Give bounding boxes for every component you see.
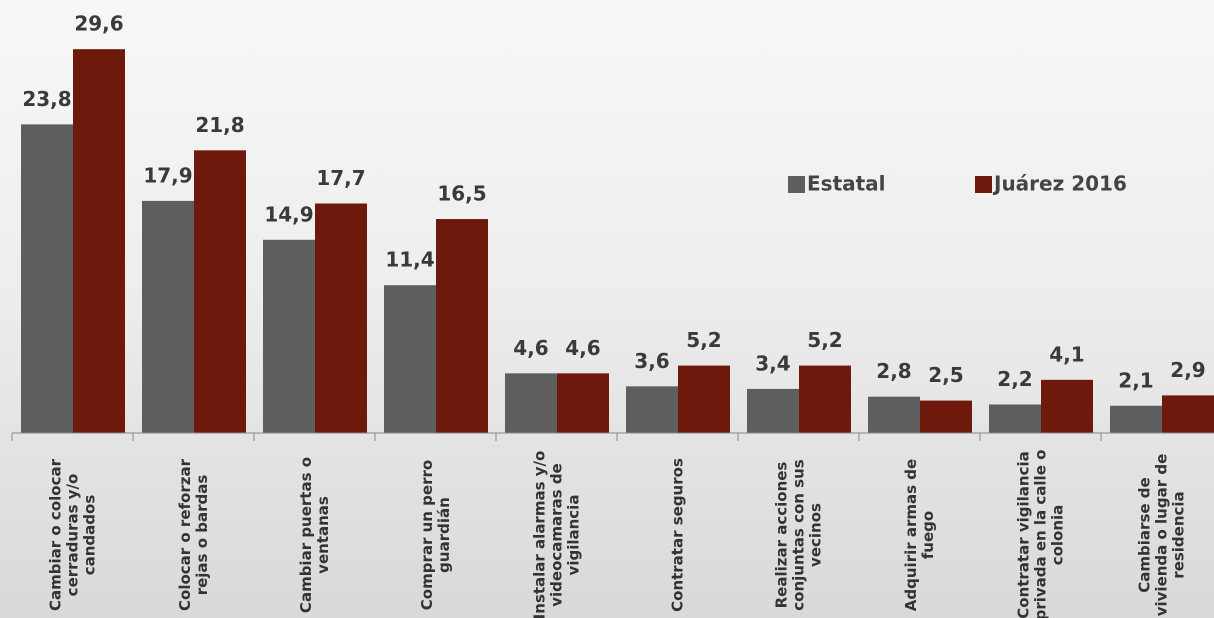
value-label: 2,8 (876, 359, 911, 383)
bar (1162, 395, 1214, 433)
bar (678, 365, 730, 433)
bar (315, 203, 367, 433)
value-label: 4,1 (1049, 342, 1084, 366)
value-label: 5,2 (807, 328, 842, 352)
value-label: 14,9 (264, 202, 313, 226)
bar (799, 365, 851, 433)
bar (73, 49, 125, 433)
bar (384, 285, 436, 433)
bar (194, 150, 246, 433)
x-tick-label: Comprar un perro guardián (417, 459, 453, 611)
value-label: 2,9 (1170, 358, 1205, 382)
legend-label: Estatal (807, 172, 886, 196)
value-label: 2,2 (997, 367, 1032, 391)
value-label: 23,8 (22, 87, 71, 111)
bar (505, 373, 557, 433)
x-tick-label: Colocar o reforzar rejas o bardas (175, 459, 211, 611)
x-tick-label: Instalar alarmas y/o videocamaras de vig… (530, 450, 582, 618)
bar (747, 388, 799, 433)
x-tick-label: Cambiar puertas o ventanas (296, 456, 332, 614)
bar (1110, 405, 1162, 433)
bar (557, 373, 609, 433)
bar (920, 400, 972, 433)
value-label: 4,6 (565, 336, 600, 360)
x-tick-label: Adquirir armas de fuego (901, 458, 937, 612)
value-label: 21,8 (195, 113, 244, 137)
bar (436, 219, 488, 433)
bar (263, 239, 315, 433)
value-label: 3,4 (755, 351, 790, 375)
value-label: 5,2 (686, 328, 721, 352)
bar (21, 124, 73, 433)
value-label: 16,5 (437, 182, 486, 206)
value-label: 4,6 (513, 336, 548, 360)
bar (868, 396, 920, 433)
value-label: 2,5 (928, 363, 963, 387)
bar (142, 200, 194, 433)
value-label: 17,7 (316, 166, 365, 190)
x-tick-label: Realizar acciones conjuntas con sus veci… (772, 459, 824, 611)
value-label: 2,1 (1118, 368, 1153, 392)
x-tick-label: Contratar vigilancia privada en la calle… (1014, 449, 1066, 618)
legend-swatch (975, 176, 992, 193)
bar (1041, 379, 1093, 433)
value-label: 3,6 (634, 349, 669, 373)
value-label: 17,9 (143, 163, 192, 187)
legend-label: Juárez 2016 (992, 172, 1127, 196)
legend-swatch (788, 176, 805, 193)
value-label: 11,4 (385, 248, 434, 272)
bar (626, 386, 678, 433)
value-label: 29,6 (74, 12, 123, 36)
x-tick-label: Cambiarse de vivienda o lugar de residen… (1135, 453, 1187, 617)
x-tick-label: Cambiar o colocar cerraduras y/o candado… (46, 459, 98, 611)
bar (989, 404, 1041, 433)
x-tick-label: Contratar seguros (668, 458, 686, 612)
